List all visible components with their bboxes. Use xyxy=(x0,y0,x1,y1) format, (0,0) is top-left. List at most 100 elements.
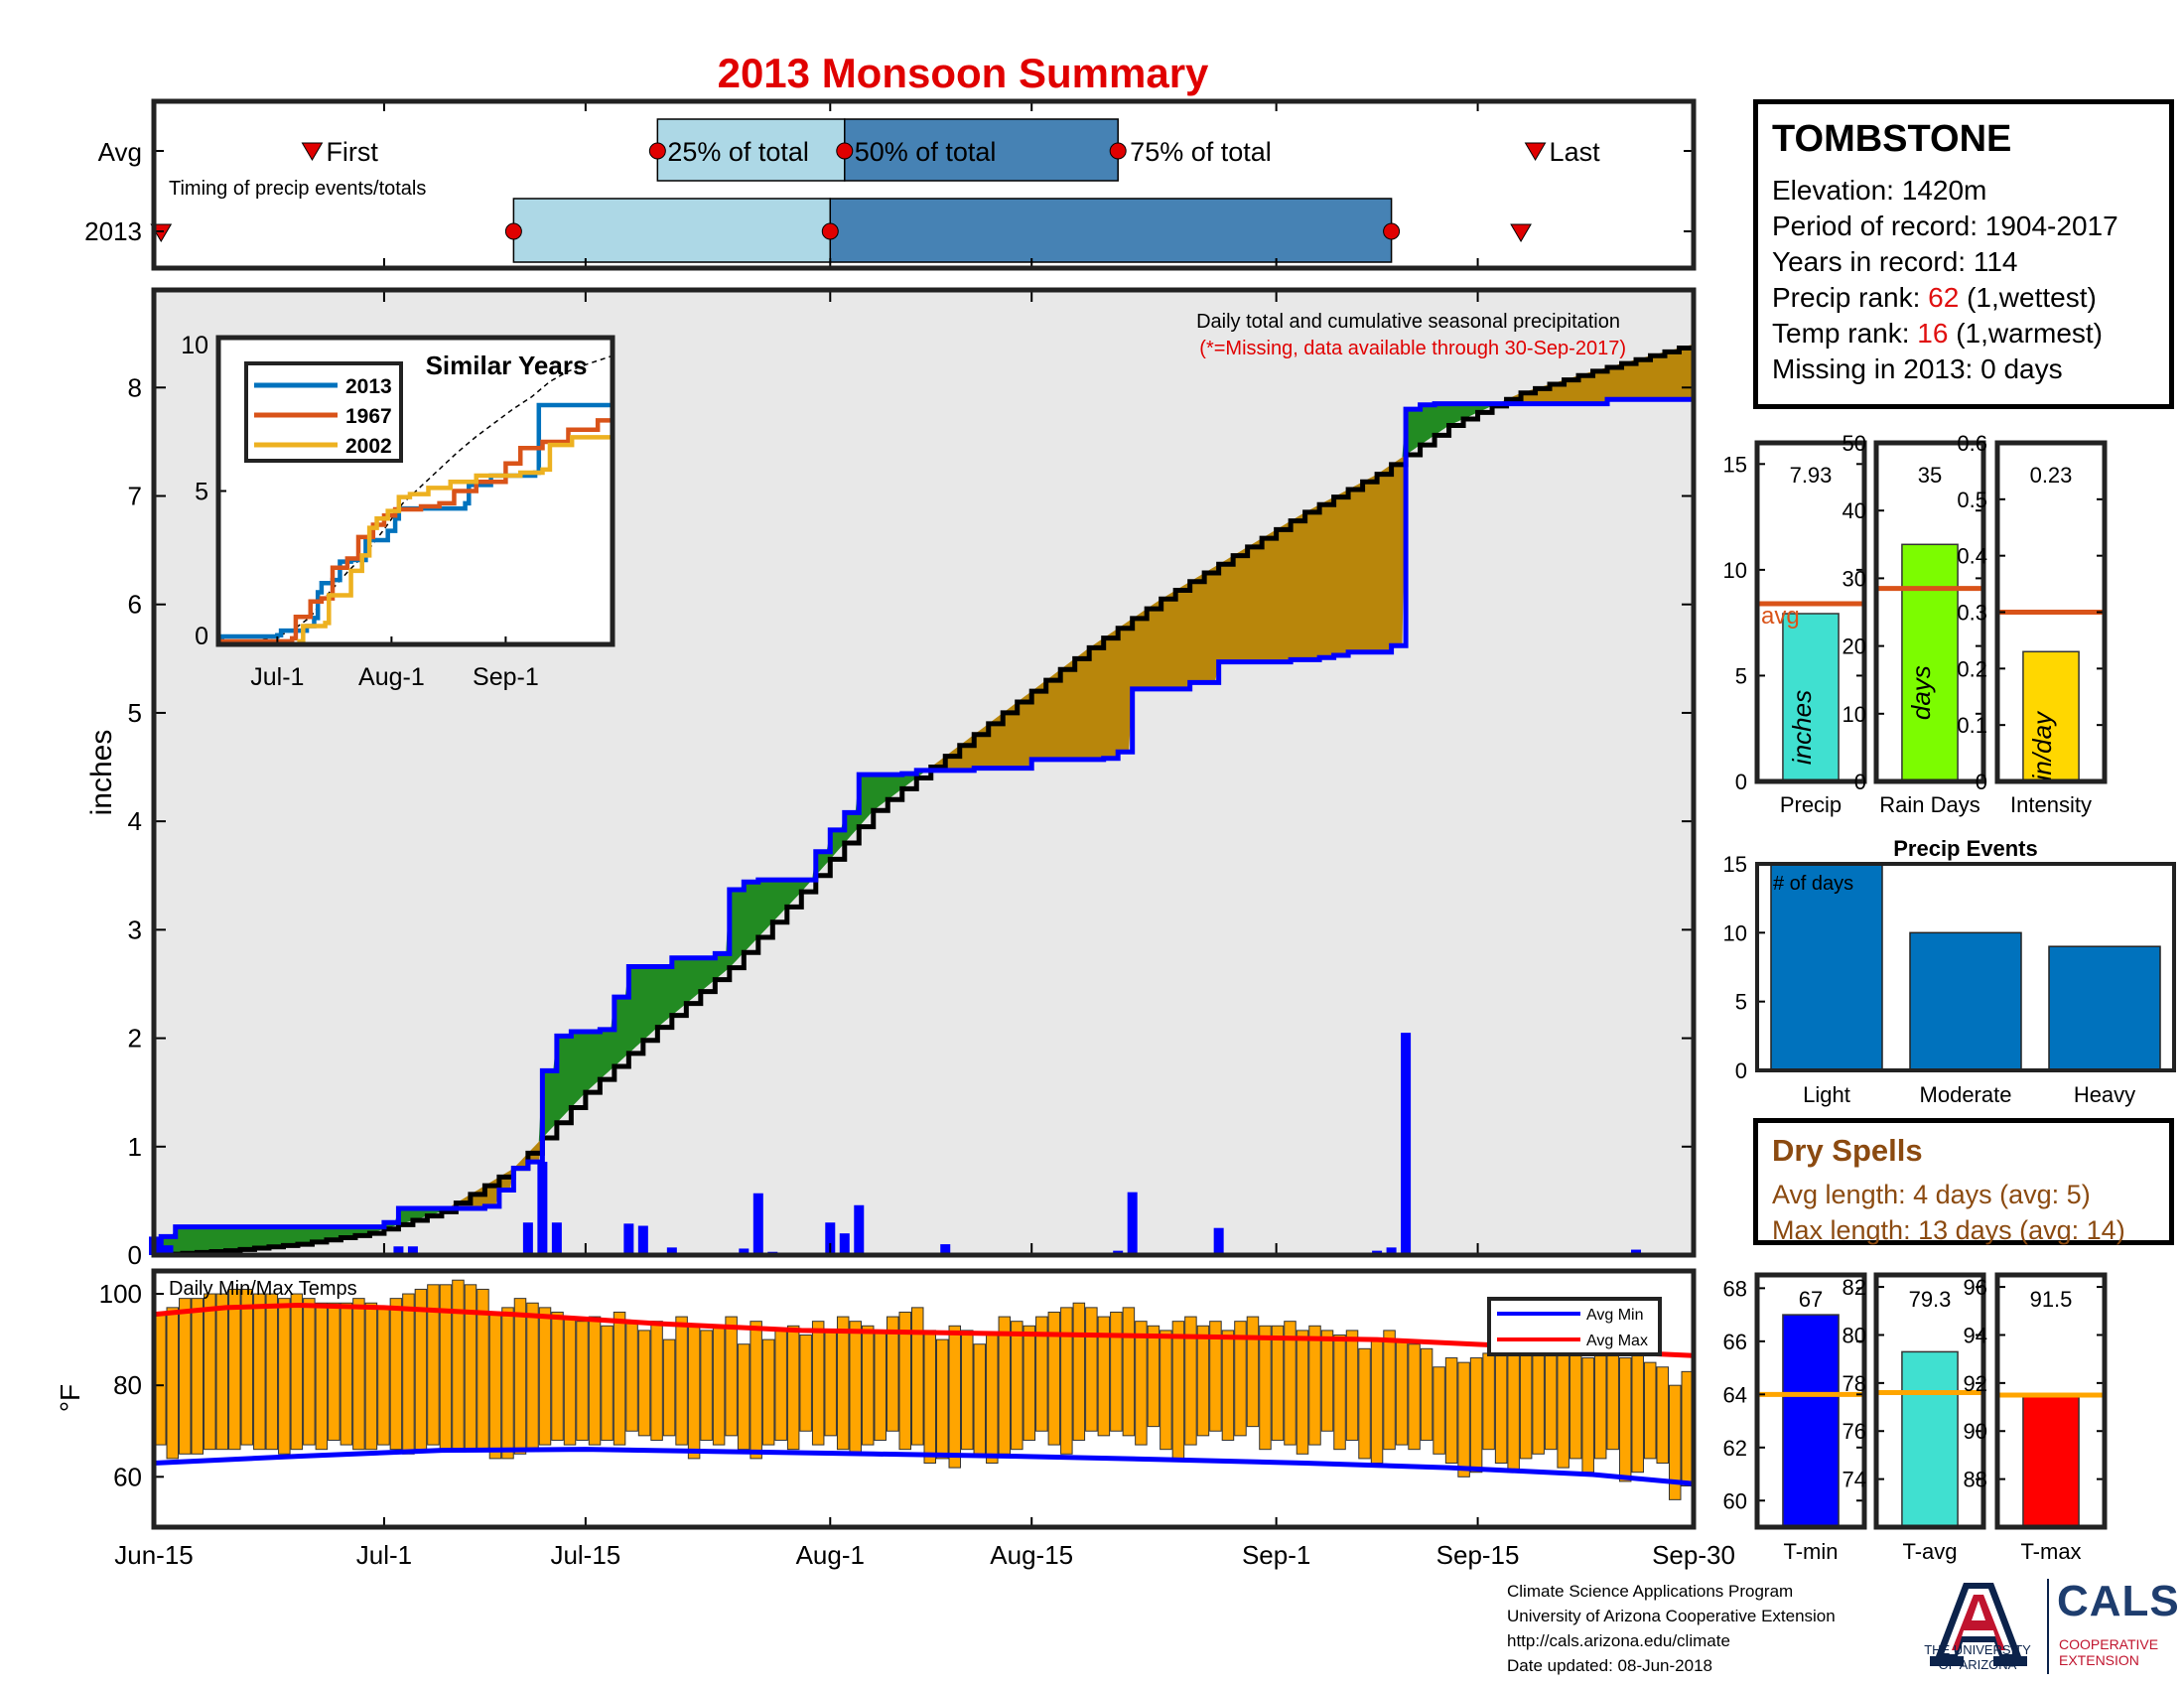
temp-range-bar xyxy=(973,1343,987,1455)
timing-caption: Timing of precip events/totals xyxy=(169,178,426,200)
temp-range-bar xyxy=(501,1307,514,1460)
station-precip-rank: Precip rank: 62 (1,wettest) xyxy=(1772,282,2097,313)
panel-ytick-label: 40 xyxy=(1843,498,1866,523)
temp-range-bar xyxy=(1656,1366,1669,1464)
daily-precip-bar xyxy=(1213,1227,1224,1255)
date-axis-label: Jul-15 xyxy=(550,1540,620,1570)
panel-value-T-min: 67 xyxy=(1799,1287,1823,1312)
temp-range-bar xyxy=(1668,1384,1682,1500)
temp-range-bar xyxy=(1284,1321,1297,1446)
season-temp-panels: 60 62 64 66 68 67 T-min 74 76 78 80 82 79.3 T-avg 88 90… xyxy=(1723,1272,2108,1564)
figure-title: 2013 Monsoon Summary xyxy=(718,50,1209,96)
panel-frame-Precip xyxy=(1754,440,1867,784)
y2013-p25-marker xyxy=(504,222,522,240)
temp-range-bar xyxy=(551,1311,564,1441)
temp-range-bar xyxy=(1047,1311,1061,1446)
panel-ytick-label: 76 xyxy=(1843,1419,1866,1444)
temp-range-bar xyxy=(228,1288,241,1451)
temp-range-bar xyxy=(874,1330,887,1441)
panel-label-T-avg: T-avg xyxy=(1902,1539,1957,1564)
temp-range-bar xyxy=(389,1298,403,1451)
daily-precip-bar xyxy=(1386,1247,1397,1255)
temp-range-bar xyxy=(1122,1307,1136,1437)
station-period: Period of record: 1904-2017 xyxy=(1772,211,2118,241)
temp-range-bar xyxy=(662,1338,676,1437)
temp-range-bar xyxy=(986,1335,999,1464)
temp-range-bar xyxy=(898,1311,911,1451)
station-name: TOMBSTONE xyxy=(1772,118,2012,160)
temp-range-bar xyxy=(700,1330,713,1441)
main-ytick-label: 1 xyxy=(128,1132,142,1162)
panel-unit-Rain Days: days xyxy=(1906,665,1936,720)
panel-ytick-label: 0 xyxy=(1735,770,1747,794)
daily-precip-bar xyxy=(940,1244,951,1255)
panel-ytick-label: 0.2 xyxy=(1957,656,1987,681)
date-axis-label: Aug-1 xyxy=(796,1540,865,1570)
inset-series-2002 xyxy=(218,435,615,647)
panel-ytick-label: 0.3 xyxy=(1957,601,1987,626)
daily-precip-bar xyxy=(739,1248,750,1255)
temp-range-bar xyxy=(1110,1311,1123,1432)
panel-ytick-label: 0.4 xyxy=(1957,544,1987,569)
panel-ytick-label: 94 xyxy=(1964,1323,1987,1347)
inset-legend-label-2013: 2013 xyxy=(345,375,392,398)
panel-label-Intensity: Intensity xyxy=(2010,792,2092,817)
temp-range-bar xyxy=(1457,1361,1470,1477)
temp-range-bar xyxy=(725,1316,738,1437)
temp-range-bar xyxy=(253,1293,266,1451)
temp-range-bar xyxy=(402,1293,415,1455)
panel-ytick-label: 20 xyxy=(1843,634,1866,659)
inset-title: Similar Years xyxy=(426,351,588,380)
temp-range-bar xyxy=(861,1325,875,1446)
panel-ytick-label: 10 xyxy=(1723,558,1747,583)
temp-range-bar xyxy=(1011,1321,1024,1451)
temp-range-bar xyxy=(1593,1352,1607,1460)
temp-range-bar xyxy=(824,1330,837,1437)
temp-range-bar xyxy=(712,1325,726,1446)
temp-range-bar xyxy=(1072,1302,1086,1441)
temp-range-bar xyxy=(1606,1347,1619,1451)
main-note-red: (*=Missing, data available through 30-Se… xyxy=(1199,338,1626,359)
station-missing: Missing in 2013: 0 days xyxy=(1772,353,2063,384)
temp-range-bar xyxy=(588,1316,602,1446)
temp-range-bar xyxy=(1209,1321,1222,1432)
station-temp-rank: Temp rank: 16 (1,warmest) xyxy=(1772,318,2104,349)
avg-p50-marker xyxy=(836,142,854,160)
panel-ytick-label: 82 xyxy=(1843,1275,1866,1300)
main-ytick-label: 0 xyxy=(128,1240,142,1270)
timing-row-label-avg: Avg xyxy=(98,137,142,167)
temp-range-bar xyxy=(303,1298,316,1446)
temp-range-bar xyxy=(1023,1325,1036,1441)
panel-ytick-label: 50 xyxy=(1843,431,1866,456)
panel-bar-Rain Days xyxy=(1901,543,1959,782)
panel-ytick-label: 80 xyxy=(1843,1323,1866,1347)
temp-range-bar xyxy=(464,1284,478,1451)
temp-range-bar xyxy=(488,1311,502,1460)
cals-logo-text: CALS xyxy=(2057,1577,2180,1625)
daily-precip-bar xyxy=(825,1222,836,1255)
temp-range-bar xyxy=(1618,1357,1632,1482)
temp-range-bar xyxy=(1408,1343,1421,1451)
timing-panel: Avg 2013 First Last 25% of total 50% of total… xyxy=(84,98,1697,271)
timing-first-label: First xyxy=(326,137,378,167)
temp-range-bar xyxy=(352,1298,365,1451)
events-ytick-label: 5 xyxy=(1735,990,1747,1015)
main-ylabel: inches xyxy=(85,730,118,816)
temp-range-bar xyxy=(613,1311,626,1446)
main-ytick-label: 8 xyxy=(128,372,142,402)
daily-precip-bar xyxy=(637,1225,648,1255)
daily-precip-bar xyxy=(537,1162,548,1255)
inset-xtick-label: Sep-1 xyxy=(473,663,539,691)
temp-range-bar xyxy=(737,1343,751,1451)
panel-frame-T-avg xyxy=(1873,1272,1986,1530)
panel-value-T-max: 91.5 xyxy=(2030,1287,2073,1312)
temp-range-bar xyxy=(1345,1330,1359,1441)
y2013-last-marker xyxy=(1510,223,1532,242)
avg-50-75-box xyxy=(844,118,1119,182)
temp-range-bar xyxy=(637,1330,651,1437)
temp-range-bar xyxy=(1544,1347,1558,1451)
events-title: Precip Events xyxy=(1893,836,2038,861)
events-ytick-label: 0 xyxy=(1735,1058,1747,1083)
temp-range-bar xyxy=(1035,1316,1048,1432)
